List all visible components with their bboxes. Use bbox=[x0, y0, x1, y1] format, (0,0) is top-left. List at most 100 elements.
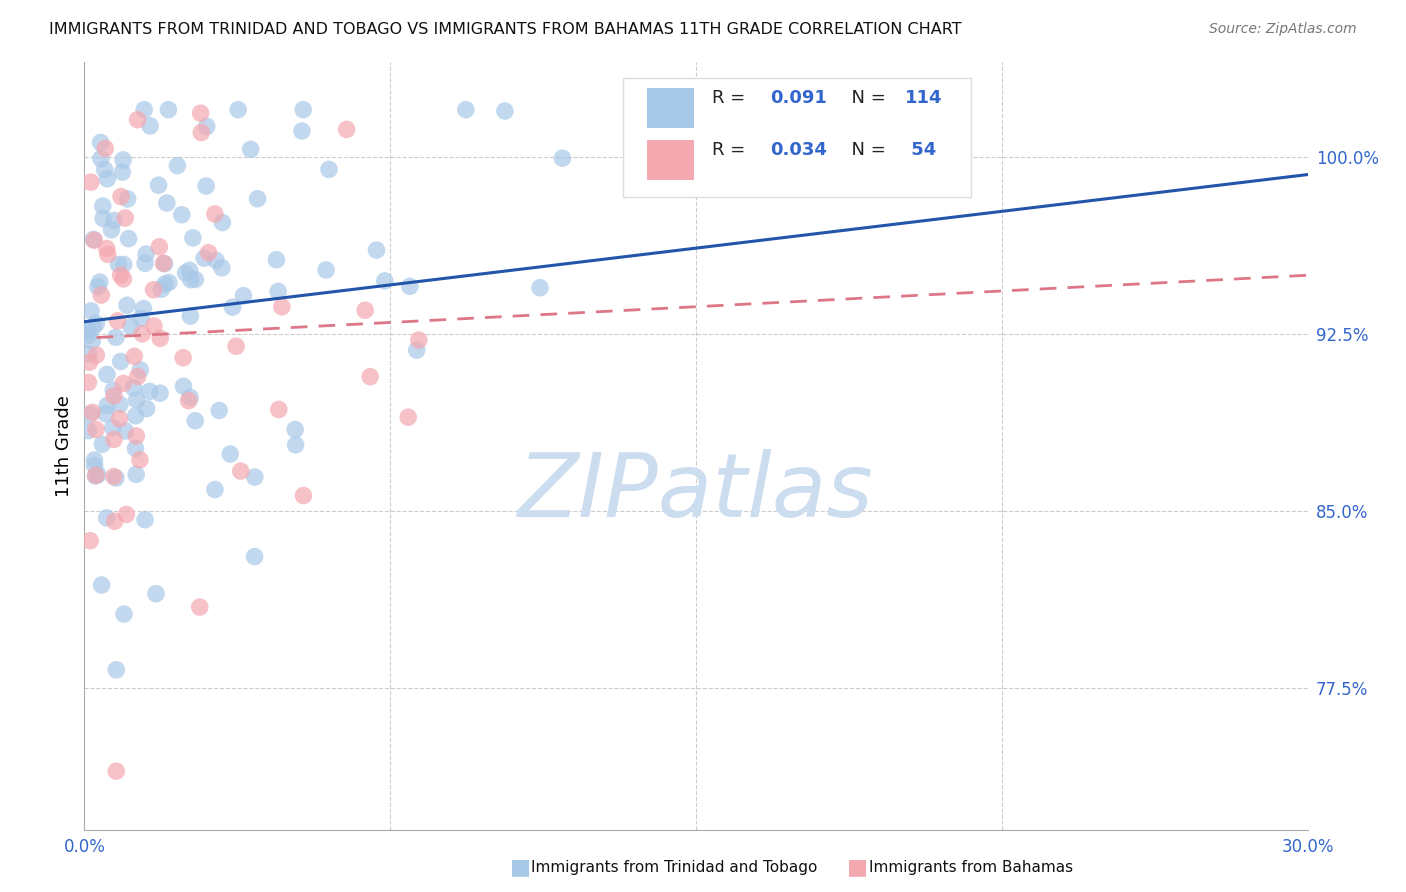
Point bbox=[374, 274, 396, 288]
Point bbox=[131, 326, 153, 341]
Point bbox=[226, 103, 249, 117]
Point bbox=[125, 409, 148, 423]
Point bbox=[267, 402, 290, 417]
Point bbox=[96, 368, 118, 382]
Point bbox=[184, 272, 207, 286]
Point bbox=[105, 764, 128, 779]
Point bbox=[291, 124, 314, 138]
Point bbox=[86, 317, 108, 331]
Point bbox=[110, 189, 132, 203]
Text: N =: N = bbox=[841, 141, 891, 159]
Point bbox=[153, 277, 176, 291]
Point bbox=[100, 223, 122, 237]
Point bbox=[188, 600, 211, 615]
Point bbox=[83, 453, 105, 467]
Text: ZIPatlas: ZIPatlas bbox=[519, 449, 873, 535]
Point bbox=[179, 391, 201, 405]
Point bbox=[359, 369, 381, 384]
Point bbox=[125, 392, 148, 407]
Point bbox=[82, 405, 104, 419]
Point bbox=[172, 351, 194, 365]
Point bbox=[112, 153, 135, 167]
Point bbox=[170, 208, 193, 222]
Point bbox=[103, 383, 125, 397]
Point bbox=[103, 433, 125, 447]
Point bbox=[108, 397, 131, 411]
Point bbox=[221, 300, 243, 314]
Point bbox=[104, 514, 127, 528]
Point bbox=[110, 268, 132, 283]
Point bbox=[292, 103, 315, 117]
Point bbox=[225, 339, 247, 353]
Point bbox=[107, 258, 129, 272]
Point bbox=[91, 199, 114, 213]
Text: 114: 114 bbox=[905, 88, 942, 107]
Point bbox=[405, 343, 427, 358]
Point bbox=[134, 256, 156, 270]
Point bbox=[315, 263, 337, 277]
Point bbox=[138, 384, 160, 399]
Point bbox=[96, 511, 118, 525]
Text: IMMIGRANTS FROM TRINIDAD AND TOBAGO VS IMMIGRANTS FROM BAHAMAS 11TH GRADE CORREL: IMMIGRANTS FROM TRINIDAD AND TOBAGO VS I… bbox=[49, 22, 962, 37]
Point bbox=[83, 458, 105, 473]
Point bbox=[114, 424, 136, 438]
Y-axis label: 11th Grade: 11th Grade bbox=[55, 395, 73, 497]
Point bbox=[90, 288, 112, 302]
Point bbox=[77, 347, 100, 361]
Point bbox=[190, 106, 212, 120]
Point bbox=[77, 328, 100, 343]
Point bbox=[128, 452, 150, 467]
Point bbox=[157, 103, 180, 117]
Point bbox=[125, 429, 148, 443]
Point bbox=[211, 260, 233, 275]
Point bbox=[104, 471, 127, 485]
Point bbox=[292, 489, 315, 503]
Point bbox=[232, 288, 254, 302]
Point bbox=[195, 179, 218, 194]
Point bbox=[134, 513, 156, 527]
Point bbox=[208, 403, 231, 417]
Point bbox=[94, 141, 117, 155]
Point bbox=[94, 407, 117, 421]
Point bbox=[105, 663, 128, 677]
Text: Immigrants from Bahamas: Immigrants from Bahamas bbox=[869, 860, 1073, 874]
Point bbox=[111, 165, 134, 179]
Point bbox=[174, 266, 197, 280]
Point bbox=[80, 175, 103, 189]
Point bbox=[112, 272, 135, 286]
Point bbox=[108, 411, 131, 425]
Point bbox=[135, 247, 157, 261]
Text: Source: ZipAtlas.com: Source: ZipAtlas.com bbox=[1209, 22, 1357, 37]
Point bbox=[354, 303, 377, 318]
Point bbox=[150, 282, 173, 296]
Text: R =: R = bbox=[711, 88, 751, 107]
Point bbox=[336, 122, 359, 136]
Point bbox=[124, 349, 146, 363]
Point bbox=[156, 196, 179, 211]
Point bbox=[454, 103, 477, 117]
Text: 54: 54 bbox=[905, 141, 936, 159]
Point bbox=[124, 442, 146, 456]
Point bbox=[84, 422, 107, 436]
Point bbox=[211, 216, 233, 230]
Point bbox=[204, 207, 226, 221]
Point bbox=[80, 304, 103, 318]
Point bbox=[180, 273, 202, 287]
Point bbox=[134, 103, 156, 117]
Point bbox=[125, 467, 148, 482]
Point bbox=[266, 252, 288, 267]
Point bbox=[77, 323, 100, 337]
Point bbox=[408, 333, 430, 347]
Point bbox=[195, 120, 218, 134]
Point bbox=[79, 533, 101, 548]
Point bbox=[87, 467, 110, 482]
Point bbox=[148, 240, 170, 254]
Point bbox=[103, 469, 125, 483]
Point bbox=[142, 318, 165, 333]
Point bbox=[135, 401, 157, 416]
Point bbox=[551, 151, 574, 165]
Point bbox=[145, 587, 167, 601]
Point bbox=[77, 376, 100, 390]
Point bbox=[79, 355, 101, 369]
Point bbox=[396, 410, 419, 425]
